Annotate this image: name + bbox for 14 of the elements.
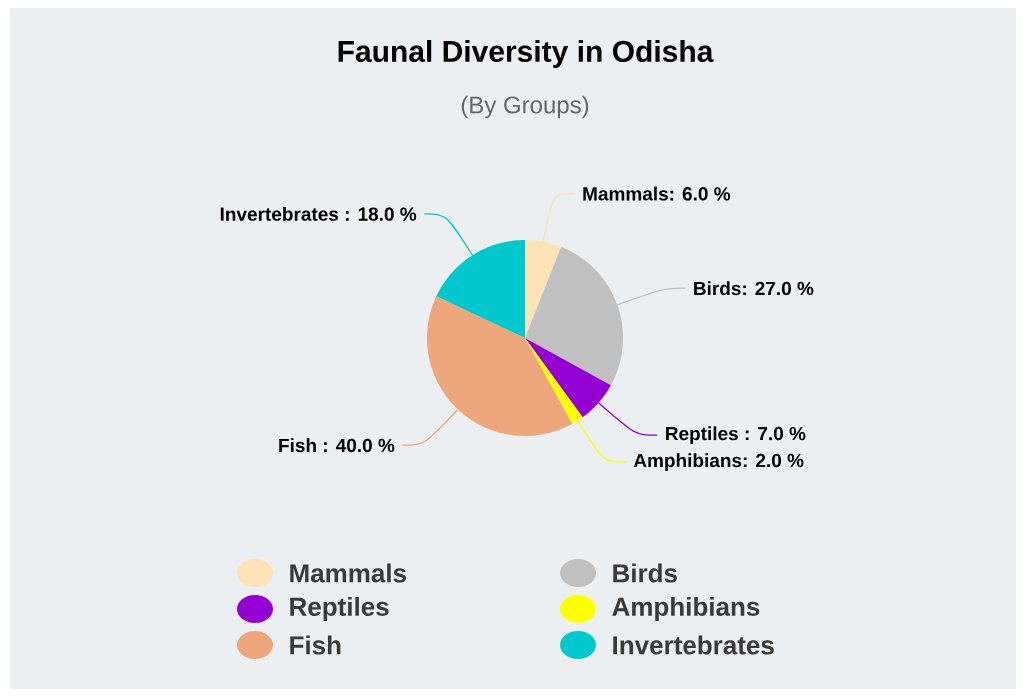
data-label: Amphibians: 2.0 % bbox=[633, 453, 804, 471]
data-label: Birds: 27.0 % bbox=[694, 281, 814, 296]
data-label: Invertebrates : 18.0 % bbox=[220, 206, 417, 221]
legend-label: Birds bbox=[613, 563, 677, 583]
data-label: Mammals: 6.0 % bbox=[583, 186, 731, 201]
data-label: Reptiles : 7.0 % bbox=[666, 426, 806, 445]
chart-subtitle: (By Groups) bbox=[461, 95, 589, 119]
legend-label: Fish bbox=[290, 635, 341, 655]
legend-label: Amphibians bbox=[612, 596, 760, 622]
legend-label: Reptiles bbox=[290, 596, 389, 622]
data-label: Fish : 40.0 % bbox=[279, 438, 395, 453]
legend-label: Mammals bbox=[290, 563, 406, 583]
legend-label: Invertebrates bbox=[613, 635, 774, 655]
chart-title: Faunal Diversity in Odisha bbox=[338, 40, 714, 68]
